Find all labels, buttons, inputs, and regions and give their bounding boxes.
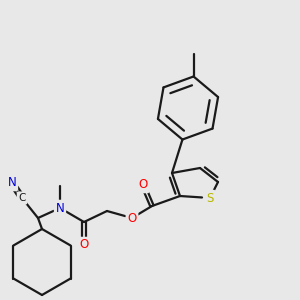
Text: O: O: [128, 212, 136, 224]
Text: O: O: [80, 238, 88, 251]
Text: C: C: [18, 193, 26, 203]
Text: O: O: [138, 178, 148, 191]
Text: N: N: [8, 176, 16, 190]
Text: S: S: [206, 191, 214, 205]
Text: N: N: [56, 202, 64, 214]
